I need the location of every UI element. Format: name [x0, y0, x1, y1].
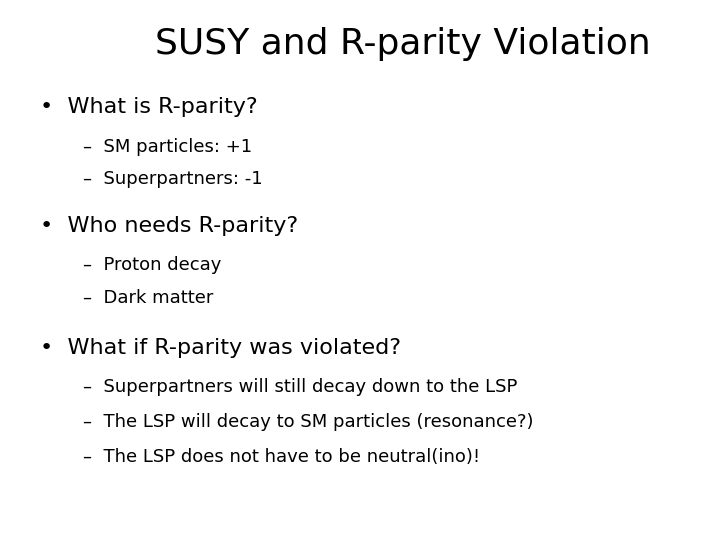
Text: –  Proton decay: – Proton decay: [83, 256, 221, 274]
Text: –  Superpartners will still decay down to the LSP: – Superpartners will still decay down to…: [83, 378, 517, 396]
Text: SUSY and R-parity Violation: SUSY and R-parity Violation: [156, 27, 651, 61]
Text: •  Who needs R-parity?: • Who needs R-parity?: [40, 216, 298, 236]
Text: –  The LSP does not have to be neutral(ino)!: – The LSP does not have to be neutral(in…: [83, 448, 480, 466]
Text: –  The LSP will decay to SM particles (resonance?): – The LSP will decay to SM particles (re…: [83, 413, 534, 431]
Text: –  Dark matter: – Dark matter: [83, 289, 213, 307]
Text: –  Superpartners: -1: – Superpartners: -1: [83, 170, 262, 188]
Text: •  What is R-parity?: • What is R-parity?: [40, 97, 257, 117]
Text: –  SM particles: +1: – SM particles: +1: [83, 138, 252, 156]
Text: •  What if R-parity was violated?: • What if R-parity was violated?: [40, 338, 400, 357]
